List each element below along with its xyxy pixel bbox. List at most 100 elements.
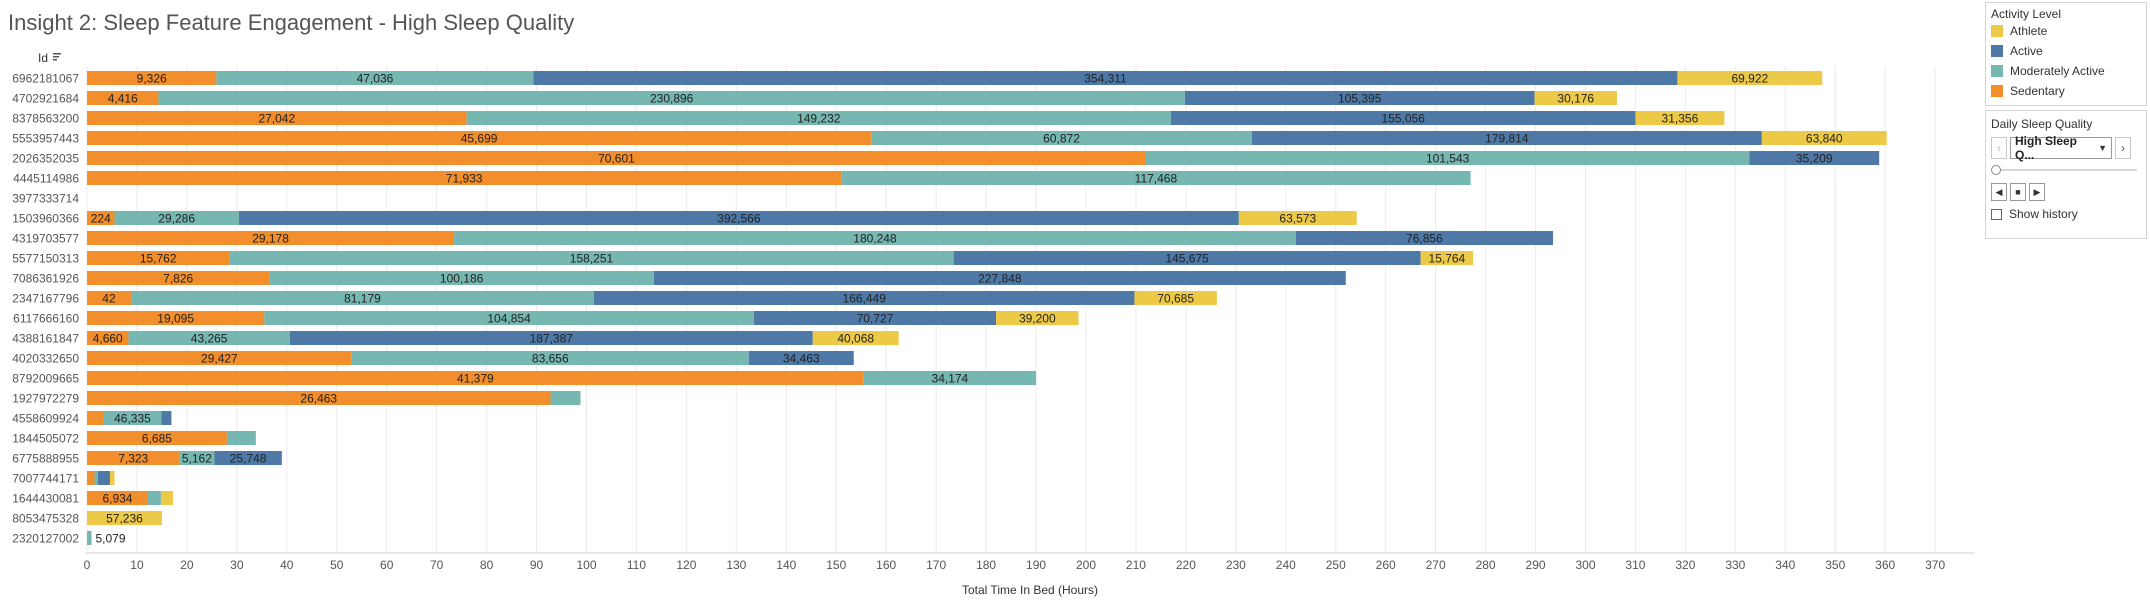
sleep-quality-filter-panel: Daily Sleep Quality ‹ High Sleep Q... ▼ …	[1985, 110, 2147, 239]
bar-segment	[1749, 151, 1880, 165]
bar-segment	[87, 371, 864, 385]
row-id-label: 4020332650	[12, 352, 79, 366]
bar-segment	[653, 271, 1346, 285]
sort-icon	[53, 53, 61, 61]
bar-segment	[229, 251, 954, 265]
data-label: 27,042	[258, 112, 295, 126]
bar-segment	[996, 311, 1079, 325]
data-label: 7,323	[118, 452, 148, 466]
bar-segment	[87, 331, 129, 345]
bar-segment	[1761, 131, 1887, 145]
data-label: 187,387	[530, 332, 574, 346]
data-label: 15,762	[140, 252, 177, 266]
data-label: 47,036	[357, 72, 394, 86]
next-value-button[interactable]: ›	[2115, 137, 2131, 159]
bar-segment	[87, 491, 148, 505]
bar-segment	[109, 471, 115, 485]
show-history-toggle[interactable]: Show history	[1991, 207, 2146, 221]
x-tick-label: 60	[380, 558, 394, 572]
data-label: 42	[102, 292, 116, 306]
selected-value: High Sleep Q...	[2015, 134, 2078, 162]
stop-button[interactable]: ■	[2010, 183, 2026, 201]
x-tick-label: 370	[1925, 558, 1945, 572]
bar-segment	[160, 491, 173, 505]
x-tick-label: 80	[480, 558, 494, 572]
row-id-label: 2320127002	[12, 532, 79, 546]
bar-segment	[87, 251, 230, 265]
row-id-label: 5577150313	[12, 252, 79, 266]
bar-segment	[748, 351, 854, 365]
row-id-label: 6962181067	[12, 72, 79, 86]
legend-swatch	[1991, 45, 2003, 57]
x-tick-label: 260	[1376, 558, 1396, 572]
row-id-label: 1503960366	[12, 212, 79, 226]
step-forward-button[interactable]: ▶	[2029, 183, 2045, 201]
bar-segment	[87, 411, 104, 425]
filter-title: Daily Sleep Quality	[1991, 117, 2093, 131]
data-label: 9,326	[137, 72, 167, 86]
bar-segment	[130, 291, 594, 305]
row-id-label: 6775888955	[12, 452, 79, 466]
bar-segment	[871, 131, 1252, 145]
data-label: 83,656	[532, 352, 569, 366]
legend-panel: Activity Level Athlete Active Moderately A…	[1985, 2, 2147, 106]
bar-segment	[812, 331, 899, 345]
data-label: 5,079	[95, 532, 125, 546]
x-tick-label: 250	[1326, 558, 1346, 572]
bar-segment	[1134, 291, 1217, 305]
legend-title: Activity Level	[1991, 7, 2062, 21]
x-tick-label: 330	[1725, 558, 1745, 572]
bar-segment	[87, 171, 842, 185]
data-label: 60,872	[1043, 132, 1080, 146]
filter-nav-row: ‹ High Sleep Q... ▼ ›	[1991, 134, 2146, 162]
stop-icon: ■	[2015, 187, 2021, 197]
bar-segment	[97, 471, 110, 485]
bar-segment	[1184, 91, 1535, 105]
legend-item-moderately-active[interactable]: Moderately Active	[1991, 61, 2146, 81]
x-tick-label: 350	[1825, 558, 1845, 572]
legend-item-sedentary[interactable]: Sedentary	[1991, 81, 2146, 101]
bar-segment	[87, 351, 352, 365]
x-tick-label: 280	[1476, 558, 1496, 572]
bar-segment	[1295, 231, 1554, 245]
x-tick-label: 300	[1575, 558, 1595, 572]
x-tick-label: 0	[84, 558, 91, 572]
data-label: 30,176	[1557, 92, 1594, 106]
data-label: 70,601	[598, 152, 635, 166]
bar-segment	[550, 391, 581, 405]
data-label: 230,896	[650, 92, 694, 106]
x-tick-label: 230	[1226, 558, 1246, 572]
data-label: 81,179	[344, 292, 381, 306]
row-id-label: 1927972279	[12, 392, 79, 406]
data-label: 29,286	[158, 212, 195, 226]
bar-segment	[1420, 251, 1474, 265]
bar-segment	[1145, 151, 1750, 165]
bar-segment	[87, 71, 217, 85]
chart-title: Insight 2: Sleep Feature Engagement - Hi…	[8, 10, 575, 35]
slider-thumb[interactable]	[1991, 165, 2001, 175]
previous-value-button[interactable]: ‹	[1991, 137, 2007, 159]
bar-segment	[161, 411, 172, 425]
step-back-button[interactable]: ◀	[1991, 183, 2007, 201]
x-tick-label: 10	[130, 558, 144, 572]
step-forward-icon: ▶	[2033, 186, 2041, 197]
bar-segment	[158, 91, 1185, 105]
legend-swatch	[1991, 85, 2003, 97]
bar-segment	[87, 111, 467, 125]
legend-item-active[interactable]: Active	[1991, 41, 2146, 61]
bar-segment	[87, 291, 131, 305]
data-label: 155,056	[1381, 112, 1425, 126]
x-tick-label: 320	[1675, 558, 1695, 572]
row-id-label: 3977333714	[12, 192, 79, 206]
show-history-checkbox[interactable]	[1991, 208, 2002, 220]
legend-item-athlete[interactable]: Athlete	[1991, 21, 2146, 41]
filter-slider[interactable]	[1991, 163, 2141, 177]
row-id-label: 2026352035	[12, 152, 79, 166]
sleep-quality-select[interactable]: High Sleep Q... ▼	[2010, 134, 2112, 162]
data-label: 39,200	[1019, 312, 1056, 326]
slider-track	[1995, 169, 2137, 171]
x-tick-label: 50	[330, 558, 344, 572]
x-tick-label: 200	[1076, 558, 1096, 572]
bar-segment	[87, 451, 180, 465]
bar-segment	[863, 371, 1037, 385]
